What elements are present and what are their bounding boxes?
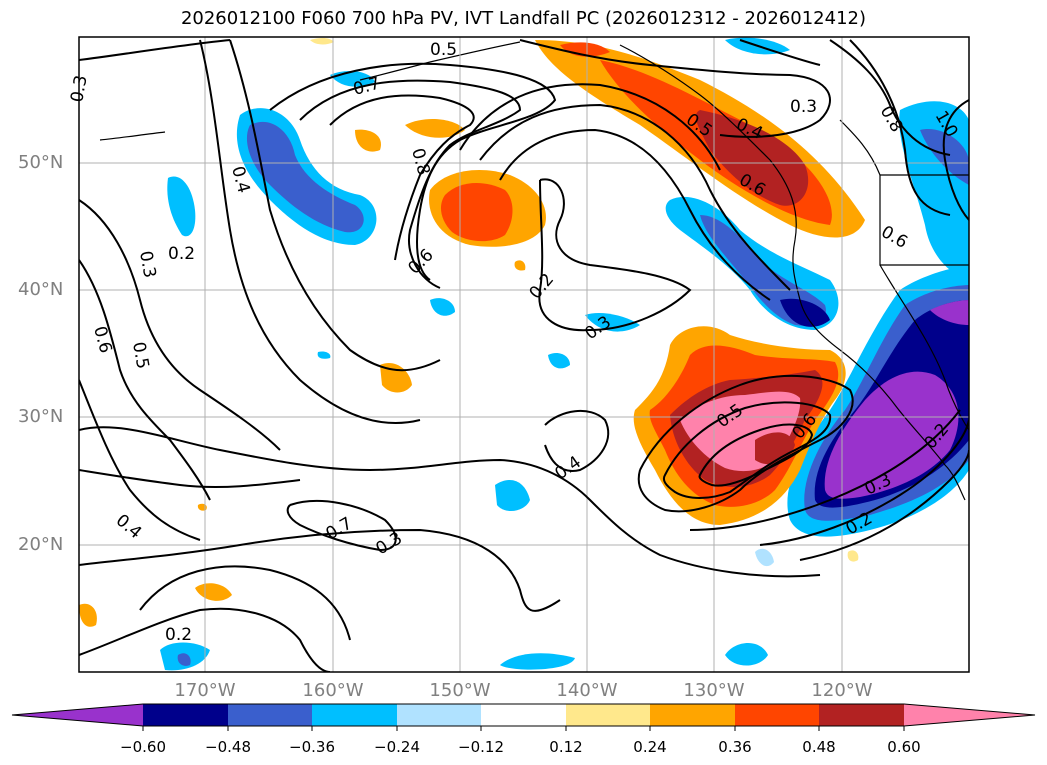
colorbar-tick-label: 0.60 — [887, 738, 921, 756]
colorbar-tick-label: −0.48 — [205, 738, 251, 756]
contour-label: 0.2 — [165, 625, 192, 645]
colorbar-segment — [143, 704, 228, 726]
lon-label-130w: 130°W — [683, 680, 745, 701]
colorbar-segment — [904, 704, 1035, 726]
lon-label-120w: 120°W — [811, 680, 873, 701]
map-title: 2026012100 F060 700 hPa PV, IVT Landfall… — [180, 8, 867, 29]
lon-label-150w: 150°W — [429, 680, 491, 701]
gridlines — [79, 37, 969, 672]
coastlines — [99, 41, 969, 501]
colorbar-tick-label: −0.60 — [120, 738, 166, 756]
colorbar-tick-label: −0.24 — [374, 738, 420, 756]
colorbar-tick-label: 0.36 — [718, 738, 752, 756]
colorbar-segment — [481, 704, 566, 726]
lon-label-170w: 170°W — [174, 680, 236, 701]
contour-label: 0.2 — [168, 244, 195, 264]
colorbar-segment — [12, 704, 143, 726]
contour-label: 0.3 — [135, 249, 159, 279]
pv-contours — [79, 39, 969, 672]
colorbar-segment — [228, 704, 312, 726]
colorbar-tick-label: −0.12 — [458, 738, 504, 756]
lat-label-40n: 40°N — [18, 279, 64, 300]
lat-label-50n: 50°N — [18, 152, 64, 173]
lat-label-30n: 30°N — [18, 406, 64, 427]
colorbar-segment — [735, 704, 819, 726]
colorbar-tick-label: 0.12 — [549, 738, 583, 756]
shaded-fields — [79, 37, 969, 672]
colorbar-segment — [312, 704, 397, 726]
colorbar-tick-label: −0.36 — [289, 738, 335, 756]
contour-label: 0.5 — [128, 340, 152, 370]
map-frame — [78, 36, 970, 673]
colorbar-segment — [566, 704, 650, 726]
colorbar-tick-label: 0.24 — [633, 738, 667, 756]
colorbar-segment — [819, 704, 904, 726]
colorbar — [11, 703, 1036, 731]
colorbar-segment — [650, 704, 735, 726]
contour-label: 0.5 — [430, 40, 457, 60]
colorbar-segment — [397, 704, 481, 726]
contour-label: 0.3 — [790, 97, 817, 117]
lon-label-140w: 140°W — [556, 680, 618, 701]
colorbar-tick-label: 0.48 — [802, 738, 836, 756]
lat-label-20n: 20°N — [18, 534, 64, 555]
lon-label-160w: 160°W — [302, 680, 364, 701]
